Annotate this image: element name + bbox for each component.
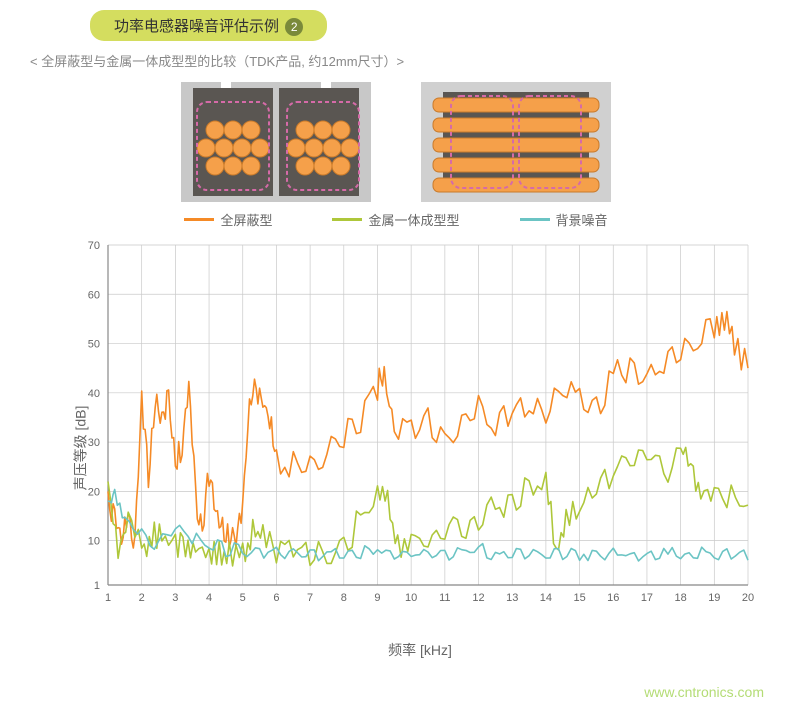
legend-label-2: 背景噪音 <box>556 210 608 229</box>
svg-text:50: 50 <box>88 339 100 351</box>
legend-swatch-0 <box>184 218 214 221</box>
svg-text:2: 2 <box>139 592 145 604</box>
legend-item-0: 全屏蔽型 <box>184 210 272 229</box>
svg-text:17: 17 <box>641 592 653 604</box>
watermark: www.cntronics.com <box>644 684 764 700</box>
svg-text:13: 13 <box>506 592 518 604</box>
svg-text:16: 16 <box>607 592 619 604</box>
legend-row: 全屏蔽型 金属一体成型型 背景噪音 <box>20 210 772 229</box>
svg-text:1: 1 <box>105 592 111 604</box>
legend-label-1: 金属一体成型型 <box>368 210 459 229</box>
svg-text:9: 9 <box>374 592 380 604</box>
legend-item-2: 背景噪音 <box>520 210 608 229</box>
legend-swatch-2 <box>520 218 550 221</box>
svg-text:4: 4 <box>206 592 212 604</box>
legend-swatch-1 <box>332 218 362 221</box>
title-banner: 功率电感器噪音评估示例 2 <box>90 10 327 41</box>
svg-text:8: 8 <box>341 592 347 604</box>
svg-text:14: 14 <box>540 592 552 604</box>
legend-label-0: 全屏蔽型 <box>220 210 272 229</box>
svg-text:70: 70 <box>88 240 100 252</box>
svg-text:5: 5 <box>240 592 246 604</box>
title-text: 功率电感器噪音评估示例 <box>114 18 283 35</box>
legend-item-1: 金属一体成型型 <box>332 210 459 229</box>
svg-text:40: 40 <box>88 388 100 400</box>
svg-text:20: 20 <box>742 592 754 604</box>
chart-svg: 1234567891011121314151617181920110203040… <box>68 235 758 629</box>
svg-text:3: 3 <box>172 592 178 604</box>
svg-text:12: 12 <box>472 592 484 604</box>
svg-text:1: 1 <box>94 580 100 592</box>
svg-text:19: 19 <box>708 592 720 604</box>
svg-text:6: 6 <box>273 592 279 604</box>
svg-text:11: 11 <box>439 592 450 604</box>
svg-text:15: 15 <box>573 592 585 604</box>
svg-text:18: 18 <box>675 592 687 604</box>
title-badge: 2 <box>285 18 303 36</box>
diagram-shielded <box>181 82 371 202</box>
x-axis-label: 频率 [kHz] <box>68 640 772 660</box>
svg-text:60: 60 <box>88 289 100 301</box>
y-axis-label: 声压等级 [dB] <box>70 405 90 490</box>
svg-text:10: 10 <box>88 536 100 548</box>
svg-text:7: 7 <box>307 592 313 604</box>
diagram-molded <box>421 82 611 202</box>
subtitle: < 全屏蔽型与金属一体成型型的比较（TDK产品, 约12mm尺寸）> <box>30 51 772 70</box>
svg-text:10: 10 <box>405 592 417 604</box>
chart-wrap: 声压等级 [dB] 123456789101112131415161718192… <box>68 235 772 660</box>
diagram-row <box>20 82 772 202</box>
